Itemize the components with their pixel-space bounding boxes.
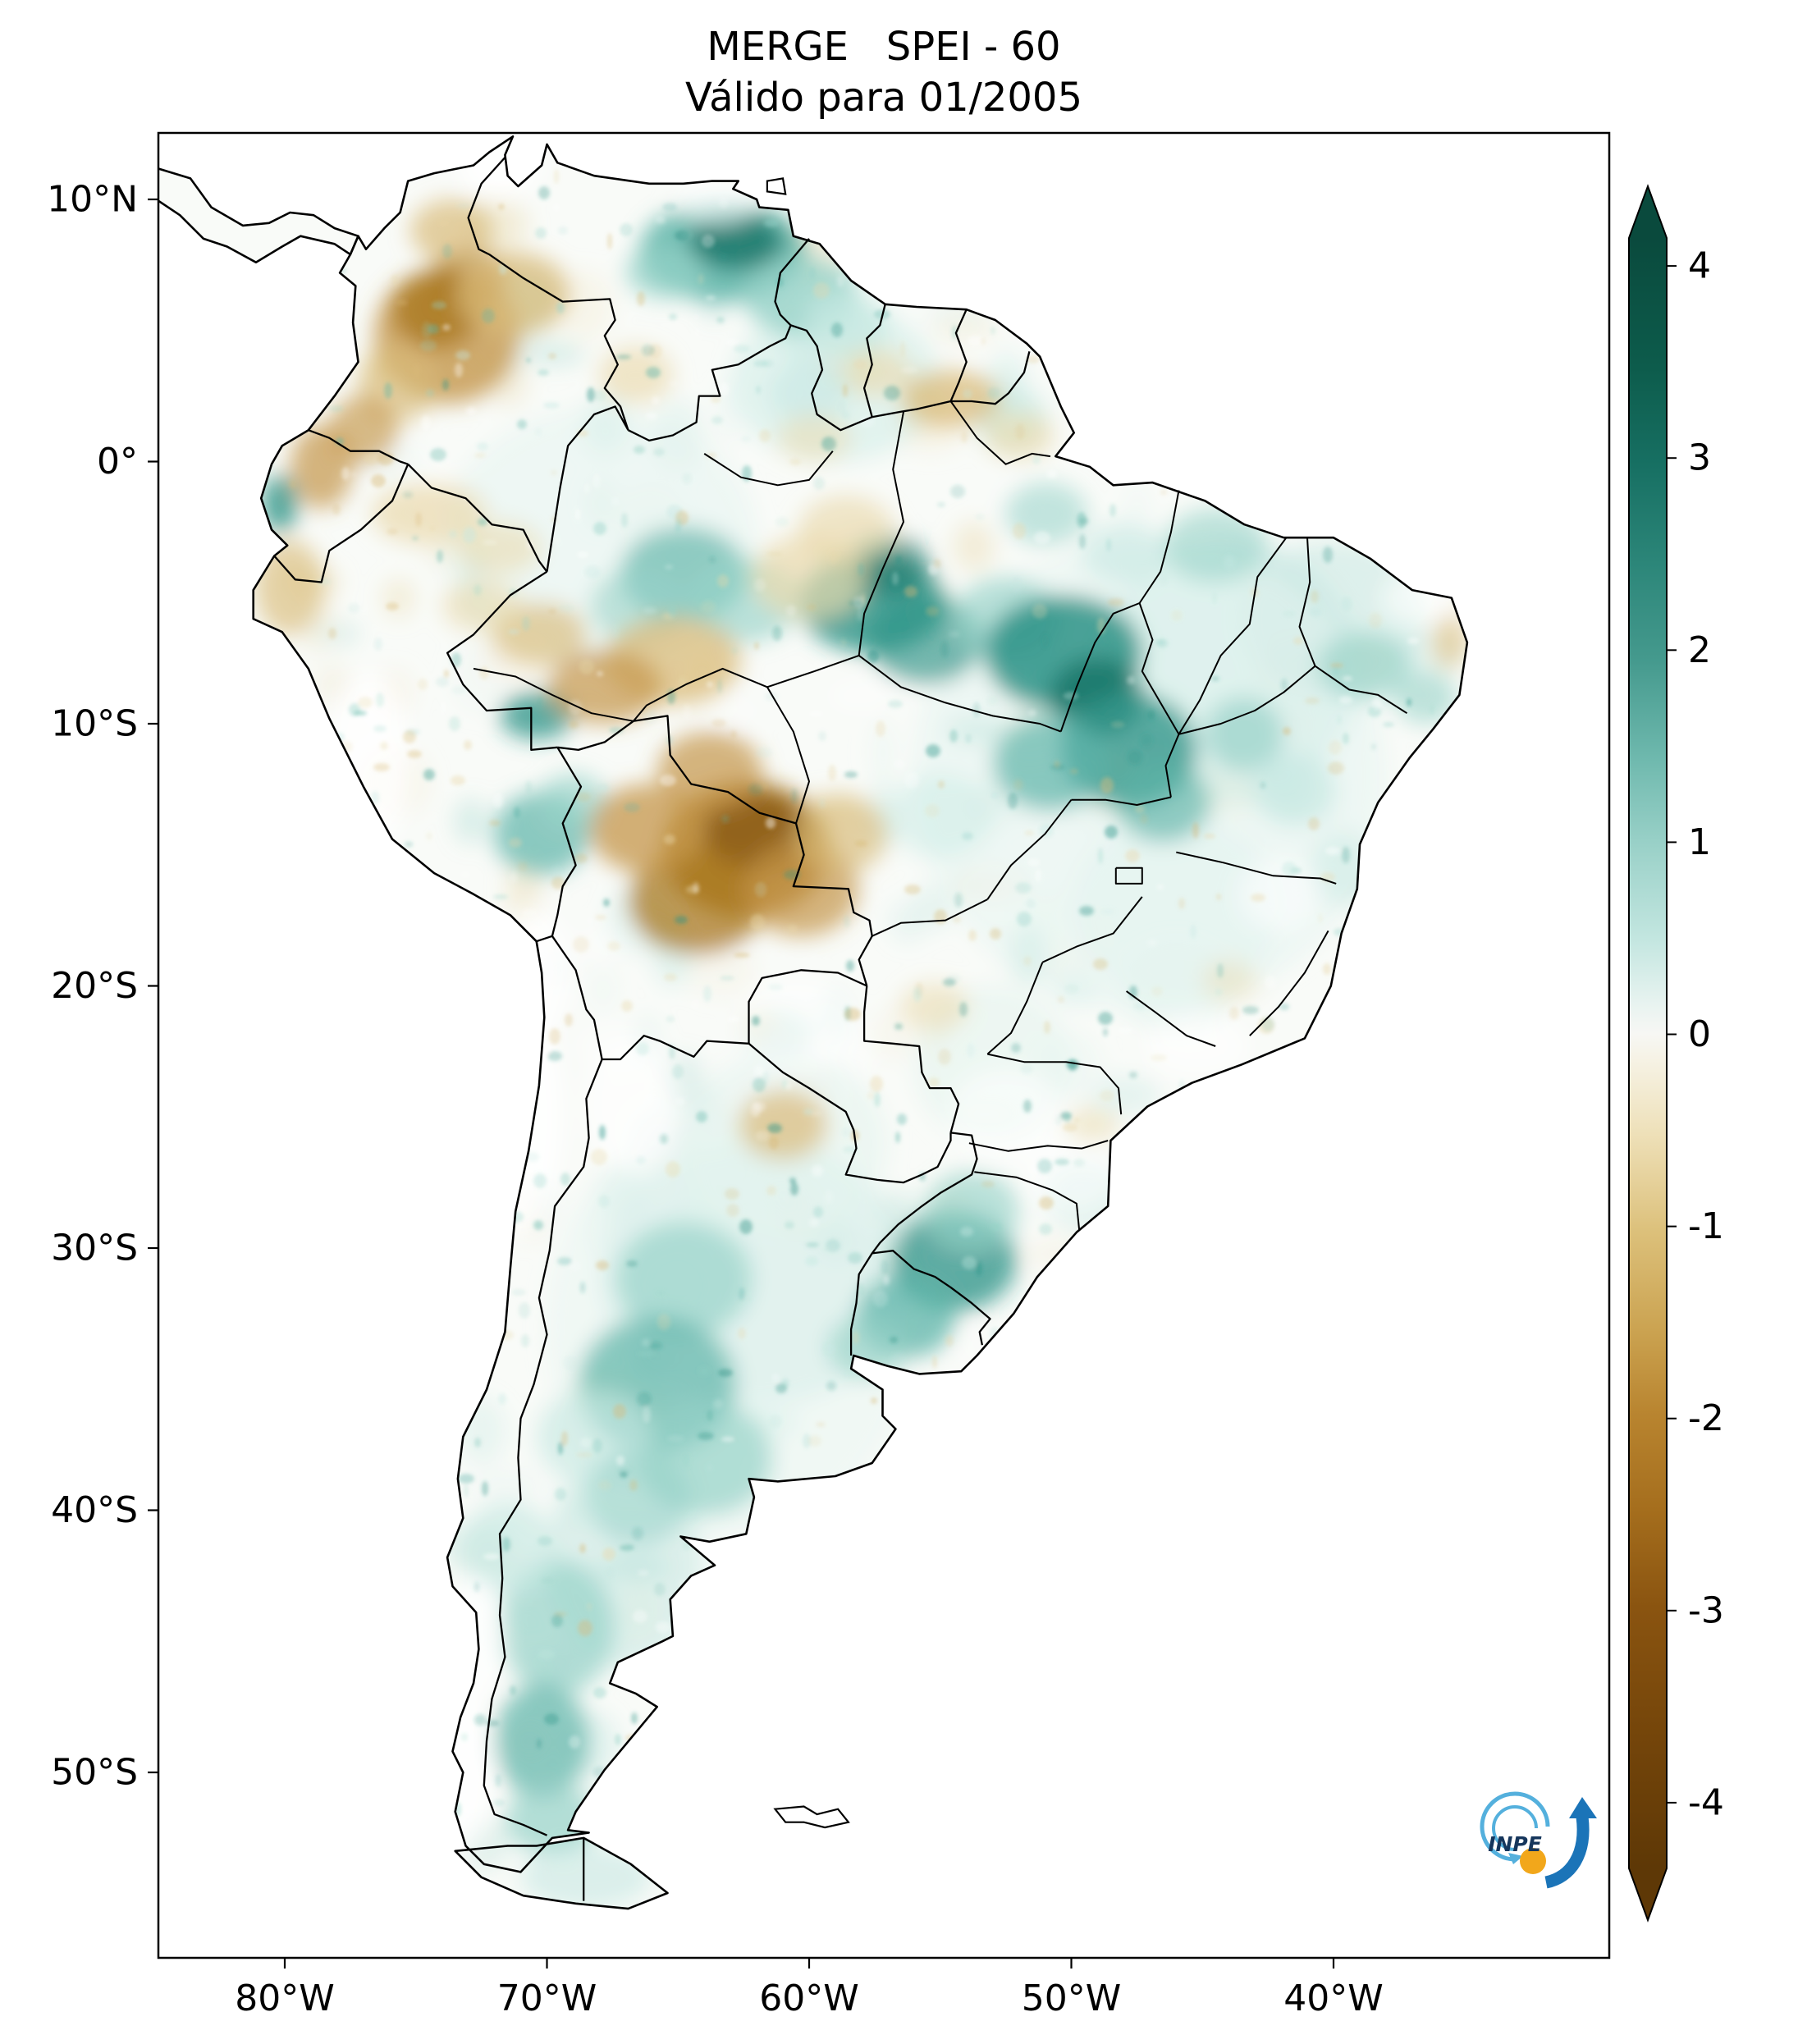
state-borders (473, 400, 1408, 1230)
y-tick-label: 10°N (47, 179, 138, 221)
colorbar-frame (1628, 184, 1668, 1923)
panama-outline (158, 167, 359, 263)
inpe-logo-text: INPE (1488, 1832, 1542, 1856)
colorbar-tick-label: -4 (1688, 1781, 1724, 1823)
colorbar-tick-label: -1 (1688, 1205, 1724, 1247)
y-tick-label: 20°S (51, 965, 138, 1007)
inpe-arrow-icon (1544, 1816, 1590, 1889)
y-tick-label: 50°S (51, 1752, 138, 1794)
colorbar-tick-label: 1 (1688, 821, 1711, 863)
x-tick-label: 80°W (235, 1978, 335, 2019)
country-borders (273, 157, 1031, 1901)
plot-subtitle: Válido para 01/2005 (685, 75, 1082, 121)
colorbar-extend-min (1629, 1868, 1667, 1920)
colorbar-gradient (1629, 238, 1667, 1868)
colorbar-tick-label: 2 (1688, 629, 1711, 671)
coastline (158, 135, 1469, 1910)
colorbar-tick-label: 4 (1688, 245, 1711, 287)
colorbar-extend-max (1629, 186, 1667, 238)
falkland-islands (773, 1805, 850, 1829)
y-tick-label: 0° (97, 441, 138, 482)
colorbar-tick-label: 3 (1688, 437, 1711, 479)
inpe-swirl-icon (1480, 1791, 1550, 1862)
colorbar-tick-label: -2 (1688, 1397, 1724, 1439)
inpe-logo: INPE (1480, 1791, 1597, 1889)
x-tick-label: 70°W (497, 1978, 597, 2019)
x-tick-label: 40°W (1283, 1978, 1384, 2019)
tierra-del-fuego-outline (454, 1836, 669, 1910)
colorbar: 4 3 2 1 0 -1 -2 -3 -4 (1628, 184, 1724, 1923)
y-tick-label: 30°S (51, 1228, 138, 1269)
axis-ticks: 80°W 70°W 60°W 50°W 40°W 10°N 0° 10°S 20°S 30°S 40… (47, 179, 1384, 2020)
colorbar-tick-label: 0 (1688, 1013, 1711, 1055)
plot-title: MERGE SPEI - 60 (707, 24, 1061, 70)
inpe-ball-icon (1520, 1848, 1546, 1874)
axes-frame (157, 131, 1611, 1959)
map-area (158, 135, 1469, 1910)
y-tick-label: 40°S (51, 1489, 138, 1531)
x-tick-label: 50°W (1022, 1978, 1122, 2019)
x-tick-label: 60°W (759, 1978, 859, 2019)
trinidad-island (766, 177, 787, 195)
y-tick-label: 10°S (51, 703, 138, 745)
colorbar-tick-label: -3 (1688, 1589, 1724, 1631)
